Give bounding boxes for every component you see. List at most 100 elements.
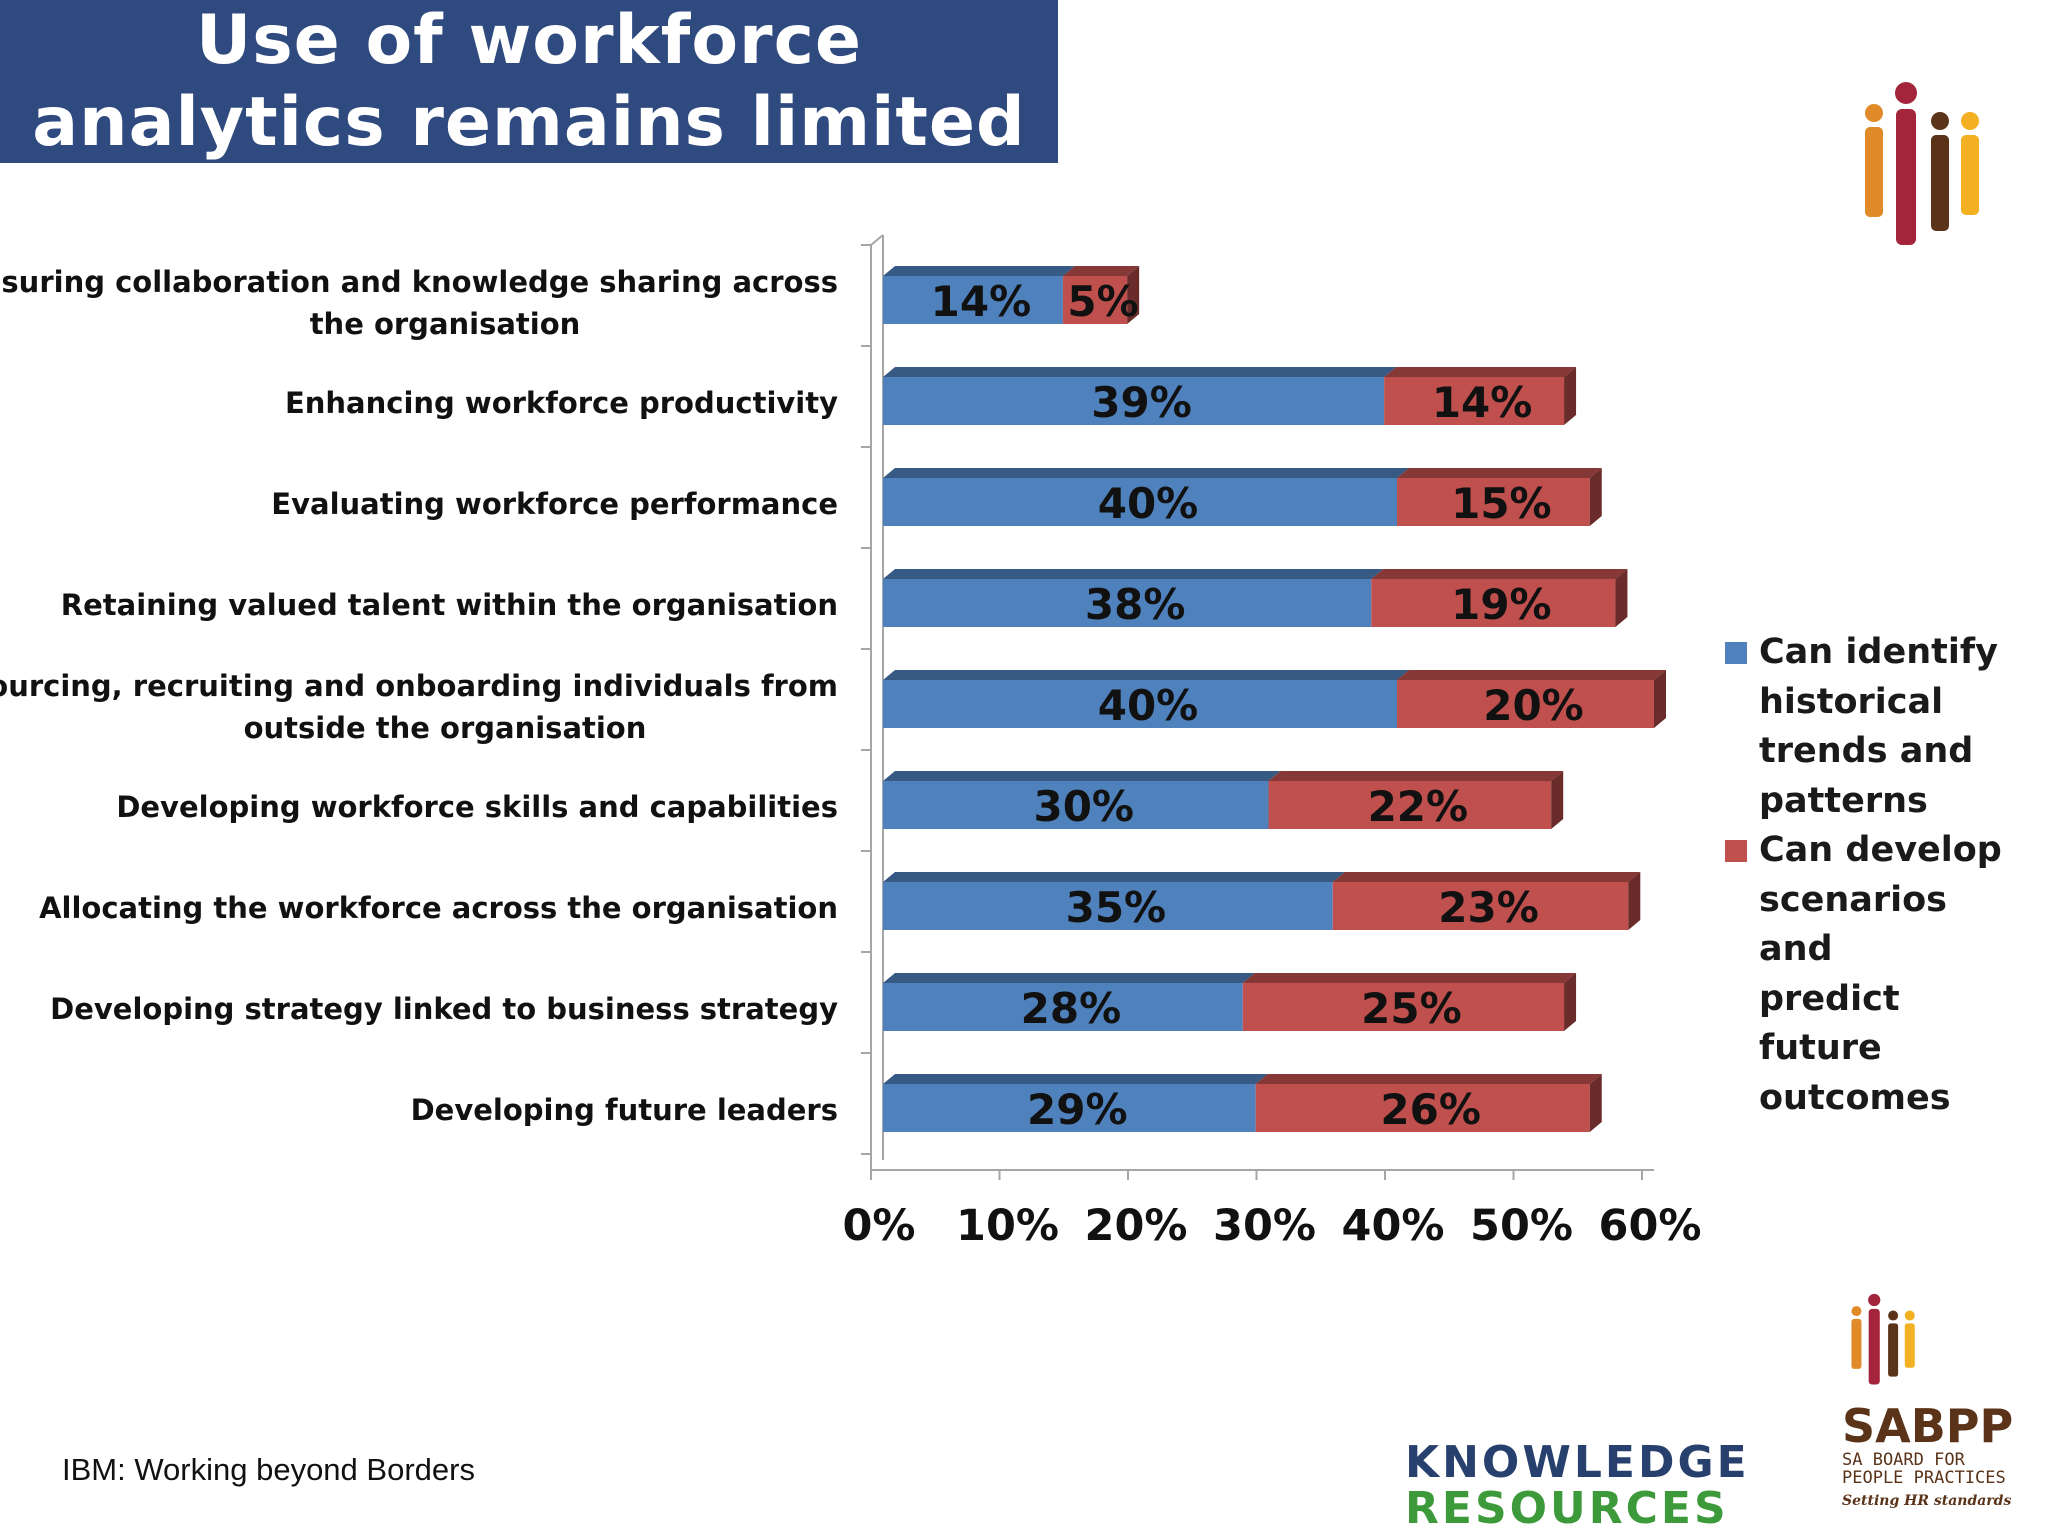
category-label: Developing future leaders: [411, 1093, 838, 1127]
chart-legend: Can identify historical trends and patte…: [1725, 628, 2025, 1123]
legend-item-series-1: Can identify historical trends and patte…: [1725, 628, 2025, 826]
sabpp-mark-logo: [1865, 82, 1979, 245]
bar-series-2: [1255, 1084, 1590, 1132]
data-label-series-1: 14%: [931, 277, 1032, 326]
category-label: Developing strategy linked to business s…: [50, 992, 838, 1026]
bar-series-2: [1397, 478, 1590, 526]
legend-swatch-red: [1725, 840, 1747, 862]
category-label-continued: outside the organisation: [244, 711, 647, 745]
bar-side-series-2: [1551, 771, 1564, 829]
x-tick-label: 20%: [1085, 1201, 1188, 1251]
data-label-series-2: 5%: [1067, 277, 1138, 326]
bar-top-series-1: [883, 468, 1409, 478]
x-tick-label: 0%: [842, 1201, 915, 1251]
bar-series-2: [1062, 276, 1128, 324]
legend-line: outcomes: [1759, 1077, 1951, 1118]
bar-top-series-1: [883, 1074, 1268, 1084]
bar-side-series-2: [1564, 367, 1577, 425]
knowledge-resources-logo: KNOWLEDGE RESOURCES: [1405, 1440, 1750, 1532]
sabpp-logo: SABPP SA BOARD FOR PEOPLE PRACTICES Sett…: [1842, 1290, 2042, 1509]
bar-top-series-2: [1255, 1074, 1602, 1084]
bar-series-2: [1268, 781, 1552, 829]
bar-series-1: [883, 377, 1385, 425]
data-label-series-2: 14%: [1432, 378, 1533, 427]
bar-top-series-2: [1062, 266, 1140, 276]
category-label-continued: the organisation: [310, 307, 581, 341]
category-label: Retaining valued talent within the organ…: [61, 588, 838, 622]
legend-line: trends and: [1759, 731, 1974, 771]
kr-logo-line-1: KNOWLEDGE: [1405, 1437, 1750, 1488]
kr-logo-line-2: RESOURCES: [1405, 1483, 1729, 1534]
chart-category-labels: Measuring collaboration and knowledge sh…: [0, 265, 838, 1127]
sabpp-tagline: Setting HR standards: [1842, 1493, 2012, 1509]
legend-line: Can develop: [1759, 830, 2002, 870]
data-label-series-2: 15%: [1451, 479, 1552, 528]
bar-series-1: [883, 478, 1397, 526]
bar-series-1: [883, 781, 1269, 829]
legend-line: patterns: [1759, 780, 1928, 821]
source-note: IBM: Working beyond Borders: [62, 1452, 475, 1487]
data-label-series-1: 40%: [1098, 479, 1199, 528]
bar-top-series-2: [1371, 569, 1628, 579]
legend-swatch-blue: [1725, 642, 1747, 664]
legend-line: historical: [1759, 681, 1944, 722]
category-label: Sourcing, recruiting and onboarding indi…: [0, 669, 838, 703]
sabpp-small-mark-icon: [1851, 1293, 1915, 1385]
x-tick-label: 10%: [956, 1201, 1059, 1251]
category-label: Evaluating workforce performance: [271, 487, 838, 521]
axis-depth-line: [870, 234, 884, 246]
bar-side-series-2: [1127, 266, 1140, 324]
data-label-series-1: 28%: [1021, 984, 1122, 1033]
legend-line: predict future: [1759, 978, 1900, 1069]
bar-series-1: [883, 579, 1372, 627]
category-label: Allocating the workforce across the orga…: [39, 891, 838, 925]
sabpp-name: SABPP: [1842, 1399, 2014, 1453]
legend-line: Can identify: [1759, 632, 1998, 672]
bar-top-series-1: [883, 973, 1255, 983]
x-tick-label: 40%: [1342, 1201, 1445, 1251]
chart-bars: 14% 5% 39% 14% 40% 15% 38% 19% 40% 20% 30% 22% 35% 23…: [883, 266, 1666, 1134]
data-label-series-2: 25%: [1361, 984, 1462, 1033]
legend-line: scenarios and: [1759, 879, 1947, 970]
bar-series-1: [883, 882, 1333, 930]
bar-top-series-1: [883, 266, 1075, 276]
bar-series-1: [883, 276, 1063, 324]
data-label-series-1: 40%: [1098, 681, 1199, 730]
bar-top-series-1: [883, 569, 1384, 579]
bar-side-series-2: [1589, 468, 1602, 526]
bar-series-2: [1371, 579, 1616, 627]
bar-top-series-2: [1384, 367, 1577, 377]
bar-series-1: [883, 1084, 1256, 1132]
data-label-series-2: 22%: [1368, 782, 1469, 831]
x-tick-label: 30%: [1213, 1201, 1316, 1251]
bar-series-1: [883, 983, 1243, 1031]
category-label: Developing workforce skills and capabili…: [116, 790, 838, 824]
bar-side-series-2: [1628, 872, 1641, 930]
sabpp-sub-2: PEOPLE PRACTICES: [1842, 1468, 2006, 1488]
bar-top-series-1: [883, 771, 1281, 781]
bar-series-2: [1332, 882, 1629, 930]
title-banner: Use of workforce analytics remains limit…: [0, 0, 1058, 163]
data-label-series-1: 39%: [1091, 378, 1192, 427]
bar-top-series-2: [1242, 973, 1577, 983]
bar-side-series-2: [1589, 1074, 1602, 1132]
bar-top-series-2: [1332, 872, 1641, 882]
bar-side-series-2: [1615, 569, 1628, 627]
data-label-series-2: 19%: [1451, 580, 1552, 629]
bar-side-series-2: [1654, 670, 1666, 728]
legend-item-series-2: Can develop scenarios and predict future…: [1725, 826, 2025, 1123]
bar-series-2: [1242, 983, 1565, 1031]
data-label-series-2: 23%: [1438, 883, 1539, 932]
data-label-series-2: 20%: [1483, 681, 1584, 730]
bar-series-2: [1384, 377, 1565, 425]
x-tick-label: 60%: [1599, 1201, 1702, 1251]
data-label-series-2: 26%: [1380, 1085, 1481, 1134]
bar-series-2: [1397, 680, 1654, 728]
category-label: Enhancing workforce productivity: [285, 386, 838, 420]
title-line-1: Use of workforce: [195, 0, 863, 80]
title-line-2: analytics remains limited: [32, 82, 1026, 162]
x-tick-label: 50%: [1470, 1201, 1573, 1251]
data-label-series-1: 38%: [1085, 580, 1186, 629]
bar-top-series-2: [1397, 670, 1666, 680]
